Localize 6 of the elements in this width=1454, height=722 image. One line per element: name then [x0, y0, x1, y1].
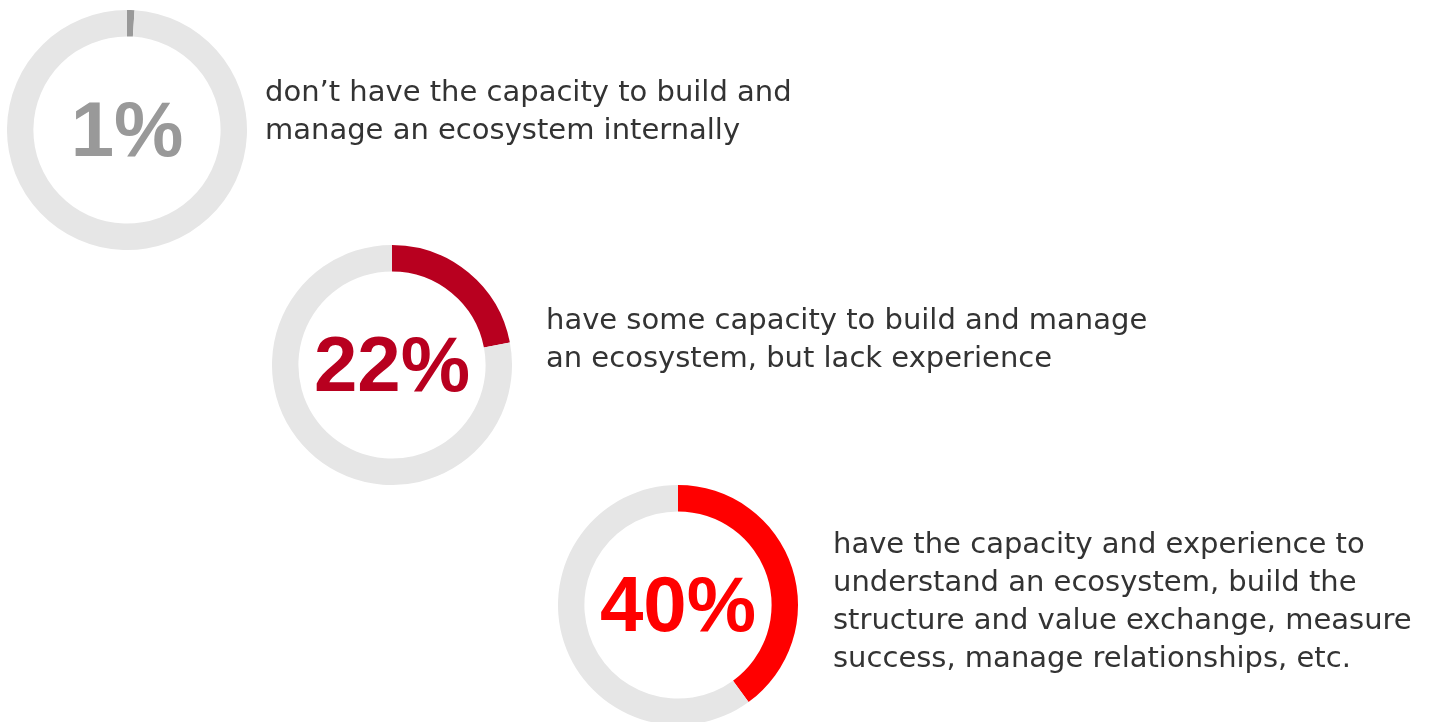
data-label: 1%	[70, 84, 184, 173]
text: don’t have the capacity to build and manage an ecosystem internally	[265, 73, 793, 148]
text: have some capacity to build and manage an ecosystem, but lack experience	[546, 301, 1149, 376]
data-label: 22%	[313, 319, 471, 408]
text: have the capacity and experience to understand an ecosystem, build the structure and value exchange, measure success, manage relationships, etc.	[833, 525, 1413, 676]
data-label: 40%	[599, 559, 757, 648]
